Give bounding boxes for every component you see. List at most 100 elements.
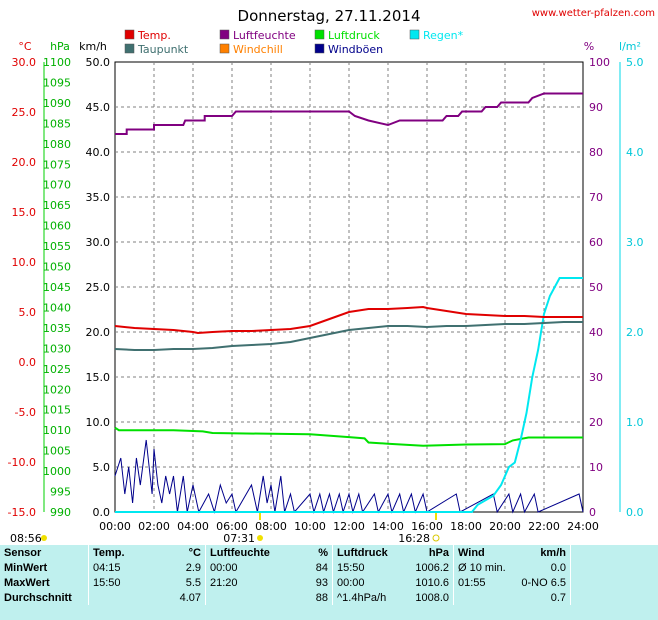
pressure-tick-label: 1060 [43,220,71,233]
legend-label: Regen* [423,29,464,42]
series-line-regen [115,277,583,513]
unit-wind: km/h [79,40,107,53]
wind-tick-label: 35.0 [86,191,111,204]
wind-time: Ø 10 min. [453,560,517,575]
temp-tick-label: -10.0 [8,456,36,469]
pressure-value: 1006.2 [415,561,449,574]
stats-header-row: Sensor Temp. °C Luftfeuchte % Luftdruck … [0,545,639,560]
humidity-value: 93 [315,576,328,589]
pressure-tick-label: 1040 [43,301,71,314]
humidity-tick-label: 40 [589,326,603,339]
time-tick-label: 02:00 [138,520,170,533]
pressure-tick-label: 1000 [43,465,71,478]
unit-pressure: hPa [50,40,70,53]
legend-swatch [314,43,325,54]
time-tick-label: 08:00 [255,520,287,533]
humidity-tick-label: 100 [589,56,610,69]
sunset-time: 16:28 [398,532,430,545]
temp-value: 2.9 [185,561,201,574]
humidity-tick-label: 0 [589,506,596,519]
temp-tick-label: 30.0 [12,56,37,69]
pressure-tick-label: 995 [50,486,71,499]
series-line-luftfeuchte [115,92,583,135]
stats-row-min: MinWert 04:15 2.9 00:00 84 15:50 1006.2 … [0,560,639,575]
stats-empty-col [570,545,639,560]
pressure-tick-label: 1070 [43,179,71,192]
humidity-unit-header: % [318,546,328,559]
pressure-tick-label: 1030 [43,342,71,355]
pressure-tick-label: 1045 [43,281,71,294]
time-tick-label: 14:00 [372,520,404,533]
temp-value: 5.5 [185,576,201,589]
humidity-value: 88 [315,591,328,604]
temp-tick-label: 10.0 [12,256,37,269]
legend-label: Windböen [328,43,383,56]
temp-tick-label: 0.0 [19,356,37,369]
pressure-value: 1008.0 [415,591,449,604]
humidity-tick-label: 10 [589,461,603,474]
humidity-tick-label: 20 [589,416,603,429]
legend-label: Luftfeuchte [233,29,296,42]
rain-tick-label: 1.0 [626,416,644,429]
time-tick-label: 22:00 [528,520,560,533]
wind-tick-label: 25.0 [86,281,111,294]
wind-tick-label: 40.0 [86,146,111,159]
website-link: www.wetter-pfalzen.com [532,8,655,19]
humidity-value: 84 [315,561,328,574]
pressure-tick-label: 1075 [43,158,71,171]
unit-rain: l/m² [619,40,641,53]
legend-label: Temp. [137,29,171,42]
wind-value: 0-NO 6.5 [521,576,566,589]
pressure-tick-label: 1055 [43,240,71,253]
legend-swatch [409,29,420,40]
pressure-time: 15:50 [332,560,403,575]
temp-time [88,590,157,605]
rain-tick-label: 3.0 [626,236,644,249]
humidity-tick-label: 50 [589,281,603,294]
wind-tick-label: 45.0 [86,101,111,114]
humidity-time: 21:20 [205,575,294,590]
wind-tick-label: 20.0 [86,326,111,339]
legend-label: Windchill [233,43,283,56]
legend-swatch [219,43,230,54]
humidity-tick-label: 60 [589,236,603,249]
legend-swatch [124,29,135,40]
rain-tick-label: 2.0 [626,326,644,339]
humidity-tick-label: 80 [589,146,603,159]
wind-value: 0.7 [550,591,566,604]
temp-value: 4.07 [179,591,201,604]
time-tick-label: 18:00 [450,520,482,533]
time-tick-label: 16:00 [411,520,443,533]
humidity-tick-label: 70 [589,191,603,204]
time-tick-label: 20:00 [489,520,521,533]
pressure-tick-label: 1085 [43,117,71,130]
series-line-temp [114,305,583,335]
stats-empty-cell [570,560,639,575]
time-tick-label: 10:00 [294,520,326,533]
time-tick-label: 04:00 [177,520,209,533]
wind-time [453,590,517,605]
stats-panel: Sensor Temp. °C Luftfeuchte % Luftdruck … [0,545,658,620]
time-tick-label: 24:00 [567,520,599,533]
pressure-tick-label: 1015 [43,404,71,417]
wind-tick-label: 50.0 [86,56,111,69]
pressure-header: Luftdruck [332,545,403,560]
pressure-tick-label: 1035 [43,322,71,335]
wind-tick-label: 5.0 [93,461,111,474]
pressure-tick-label: 990 [50,506,71,519]
temp-tick-label: -15.0 [8,506,36,519]
temp-header: Temp. [88,545,157,560]
wind-unit-header: km/h [540,546,566,559]
legend-swatch [314,29,325,40]
wind-header: Wind [453,545,517,560]
pressure-tick-label: 1050 [43,261,71,274]
row-label: MinWert [4,561,48,574]
pressure-tick-label: 1005 [43,445,71,458]
temp-tick-label: 20.0 [12,156,37,169]
humidity-header: Luftfeuchte [205,545,294,560]
series-line-windben [114,439,584,514]
unit-humidity: % [584,40,594,53]
stats-empty-cell [570,575,639,590]
wind-value: 0.0 [550,561,566,574]
wind-tick-label: 30.0 [86,236,111,249]
